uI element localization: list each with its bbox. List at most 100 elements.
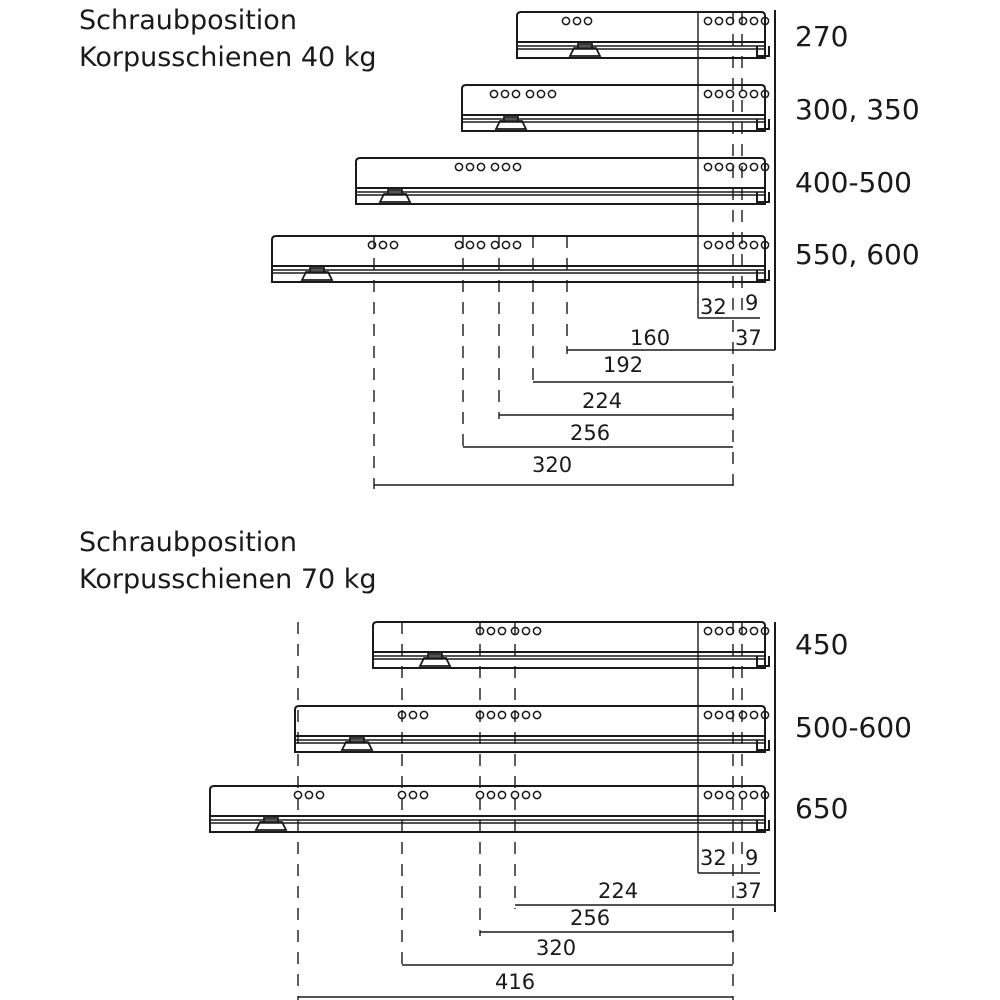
screw-hole-icon: [703, 162, 713, 172]
screw-hole-icon: [475, 626, 485, 636]
rail-end-clip: [756, 119, 770, 130]
rail-end-clip: [756, 656, 770, 667]
screw-hole-icon: [315, 790, 325, 800]
screw-hole-icon: [304, 790, 314, 800]
screw-hole-icon: [532, 710, 542, 720]
dim-label: 320: [532, 453, 572, 477]
rail-body: [271, 235, 766, 276]
screw-hole-icon: [486, 710, 496, 720]
dim-label: 160: [630, 326, 670, 350]
rail-end-clip: [756, 270, 770, 281]
screw-hole-icon: [408, 710, 418, 720]
screw-hole-icon: [714, 710, 724, 720]
dim-label: 320: [536, 936, 576, 960]
screw-hole-icon: [749, 790, 759, 800]
screw-hole-icon: [725, 89, 735, 99]
screw-hole-icon: [738, 790, 748, 800]
screw-hole-icon: [532, 626, 542, 636]
rail-body: [209, 785, 766, 826]
dim-label-32: 32: [700, 846, 727, 870]
screw-hole-icon: [561, 16, 571, 26]
screw-hole-icon: [497, 790, 507, 800]
rail-size-label: 400-500: [795, 166, 912, 199]
screw-hole-icon: [500, 89, 510, 99]
rail-base: [271, 265, 766, 283]
dim-label-37: 37: [735, 326, 762, 350]
screw-hole-icon: [501, 162, 511, 172]
title-line-1: Schraubposition: [79, 527, 297, 558]
screw-hole-icon: [510, 790, 520, 800]
screw-hole-icon: [738, 89, 748, 99]
screw-hole-icon: [486, 626, 496, 636]
screw-hole-icon: [454, 162, 464, 172]
rail-size-label: 300, 350: [795, 93, 920, 126]
screw-hole-icon: [714, 89, 724, 99]
rail-size-label: 500-600: [795, 711, 912, 744]
screw-hole-icon: [419, 710, 429, 720]
screw-hole-icon: [475, 710, 485, 720]
dim-label: 224: [598, 879, 638, 903]
screw-hole-icon: [738, 626, 748, 636]
section-70kg-title: Schraubposition Korpusschienen 70 kg: [79, 524, 377, 598]
screw-hole-icon: [725, 710, 735, 720]
screw-hole-icon: [497, 710, 507, 720]
screw-hole-icon: [725, 240, 735, 250]
screw-hole-icon: [738, 162, 748, 172]
screw-hole-icon: [583, 16, 593, 26]
screw-hole-icon: [475, 790, 485, 800]
screw-hole-icon: [476, 240, 486, 250]
screw-hole-icon: [367, 240, 377, 250]
screw-hole-icon: [510, 626, 520, 636]
screw-hole-icon: [497, 626, 507, 636]
rail-size-label: 270: [795, 20, 849, 53]
screw-hole-icon: [714, 240, 724, 250]
rail-end-clip: [756, 192, 770, 203]
rail-base: [355, 187, 766, 205]
screw-hole-icon: [749, 89, 759, 99]
rail-size-label: 650: [795, 792, 849, 825]
screw-hole-icon: [525, 89, 535, 99]
dim-label: 416: [495, 970, 535, 994]
dim-label: 256: [570, 421, 610, 445]
screw-hole-icon: [738, 240, 748, 250]
screw-hole-icon: [703, 790, 713, 800]
screw-hole-icon: [725, 162, 735, 172]
screw-hole-icon: [749, 162, 759, 172]
screw-hole-icon: [521, 790, 531, 800]
screw-hole-icon: [547, 89, 557, 99]
section-40kg-title: Schraubposition Korpusschienen 40 kg: [79, 2, 377, 76]
screw-hole-icon: [465, 240, 475, 250]
screw-hole-icon: [521, 710, 531, 720]
title-line-1: Schraubposition: [79, 5, 297, 36]
dim-label: 224: [582, 389, 622, 413]
dim-label: 256: [570, 906, 610, 930]
screw-hole-icon: [512, 162, 522, 172]
screw-hole-icon: [572, 16, 582, 26]
screw-hole-icon: [521, 626, 531, 636]
rail-end-clip: [756, 820, 770, 831]
screw-hole-icon: [714, 790, 724, 800]
screw-hole-icon: [703, 240, 713, 250]
rail-body: [516, 11, 766, 52]
screw-hole-icon: [725, 626, 735, 636]
rail-base: [516, 41, 766, 59]
screw-hole-icon: [465, 162, 475, 172]
screw-hole-icon: [703, 626, 713, 636]
screw-hole-icon: [408, 790, 418, 800]
screw-hole-icon: [714, 16, 724, 26]
rail-body: [355, 157, 766, 198]
screw-hole-icon: [749, 710, 759, 720]
screw-hole-icon: [725, 16, 735, 26]
screw-hole-icon: [511, 89, 521, 99]
screw-hole-icon: [749, 240, 759, 250]
screw-hole-icon: [489, 89, 499, 99]
rail-body: [294, 705, 766, 746]
screw-hole-icon: [749, 16, 759, 26]
screw-hole-icon: [703, 16, 713, 26]
screw-hole-icon: [536, 89, 546, 99]
rail-body: [461, 84, 766, 125]
screw-hole-icon: [510, 710, 520, 720]
screw-hole-icon: [378, 240, 388, 250]
screw-hole-icon: [397, 790, 407, 800]
rail-end-clip: [756, 46, 770, 57]
